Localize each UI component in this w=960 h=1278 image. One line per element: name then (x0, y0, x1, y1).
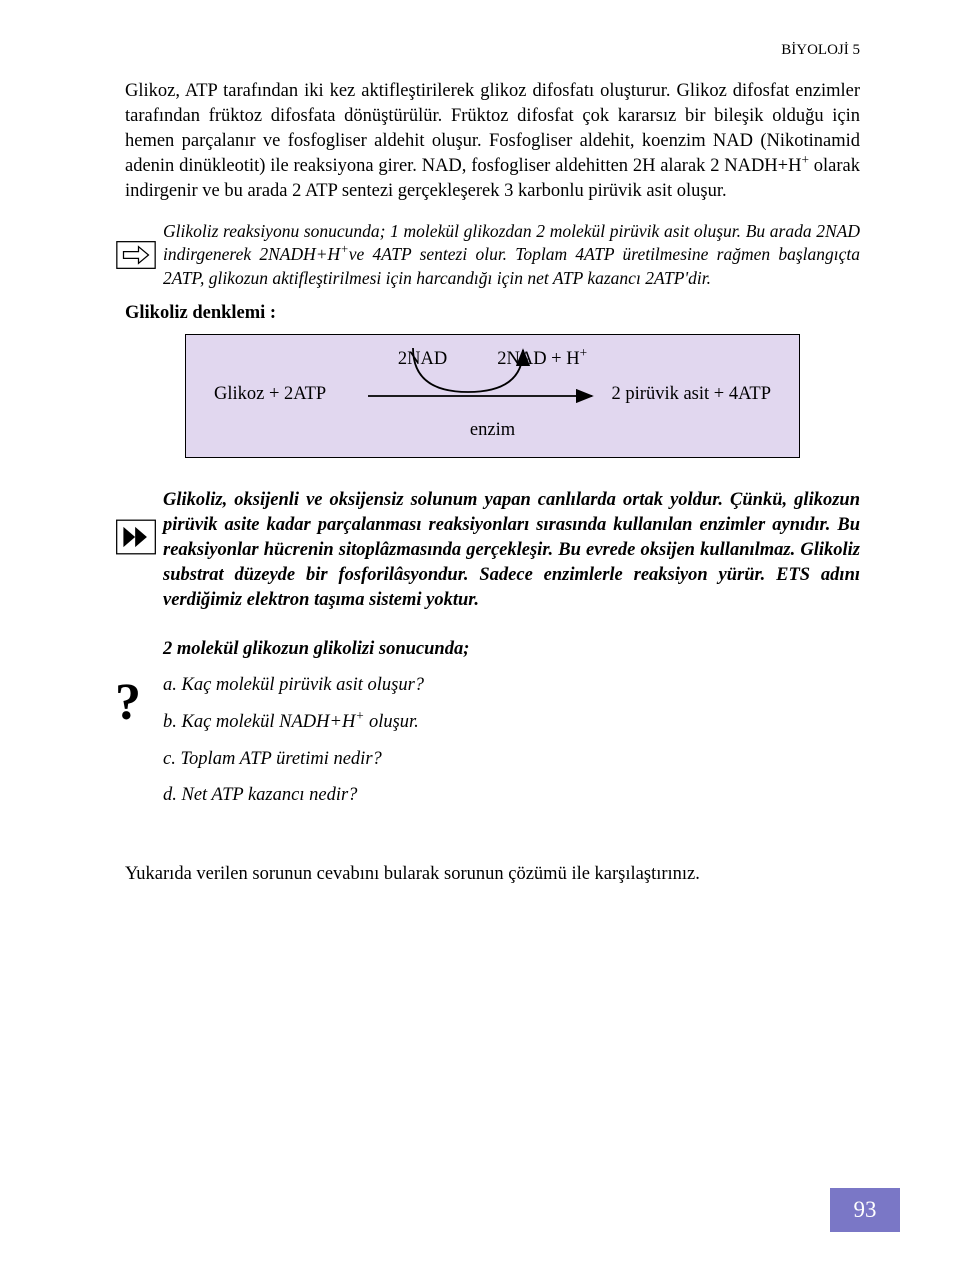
diagram-enzyme-label: enzim (214, 420, 771, 441)
summary-block: Glikoliz, oksijenli ve oksijensiz solunu… (115, 488, 860, 613)
question-a: a. Kaç molekül pirüvik asit oluşur? (163, 671, 860, 700)
question-lead: 2 molekül glikozun glikolizi sonucunda; (163, 635, 860, 664)
note-text: Glikoliz reaksiyonu sonucunda; 1 molekül… (159, 220, 860, 291)
closing-paragraph: Yukarıda verilen sorunun cevabını bulara… (115, 864, 860, 885)
question-b: b. Kaç molekül NADH+H+ oluşur. (163, 708, 860, 737)
summary-text: Glikoliz, oksijenli ve oksijensiz solunu… (159, 488, 860, 613)
diagram-arrows-icon (368, 346, 598, 418)
fast-forward-icon (115, 488, 159, 561)
diagram-heading: Glikoliz denklemi : (125, 303, 860, 324)
question-c: c. Toplam ATP üretimi nedir? (163, 745, 860, 774)
page-number: 93 (830, 1188, 900, 1232)
question-d: d. Net ATP kazancı nedir? (163, 781, 860, 810)
diagram-output: 2 pirüvik asit + 4ATP (612, 384, 771, 405)
questions-block: ? 2 molekül glikozun glikolizi sonucunda… (115, 635, 860, 818)
question-mark-icon: ? (115, 635, 159, 729)
glycolysis-diagram: 2NAD 2NAD + H+ Glikoz + 2ATP 2 pirüvik a… (185, 334, 800, 458)
note-arrow-icon (115, 220, 159, 275)
note-block: Glikoliz reaksiyonu sonucunda; 1 molekül… (115, 220, 860, 291)
page-header: BİYOLOJİ 5 (115, 42, 860, 59)
paragraph-intro: Glikoz, ATP tarafından iki kez aktifleşt… (115, 79, 860, 204)
diagram-input: Glikoz + 2ATP (214, 384, 326, 405)
